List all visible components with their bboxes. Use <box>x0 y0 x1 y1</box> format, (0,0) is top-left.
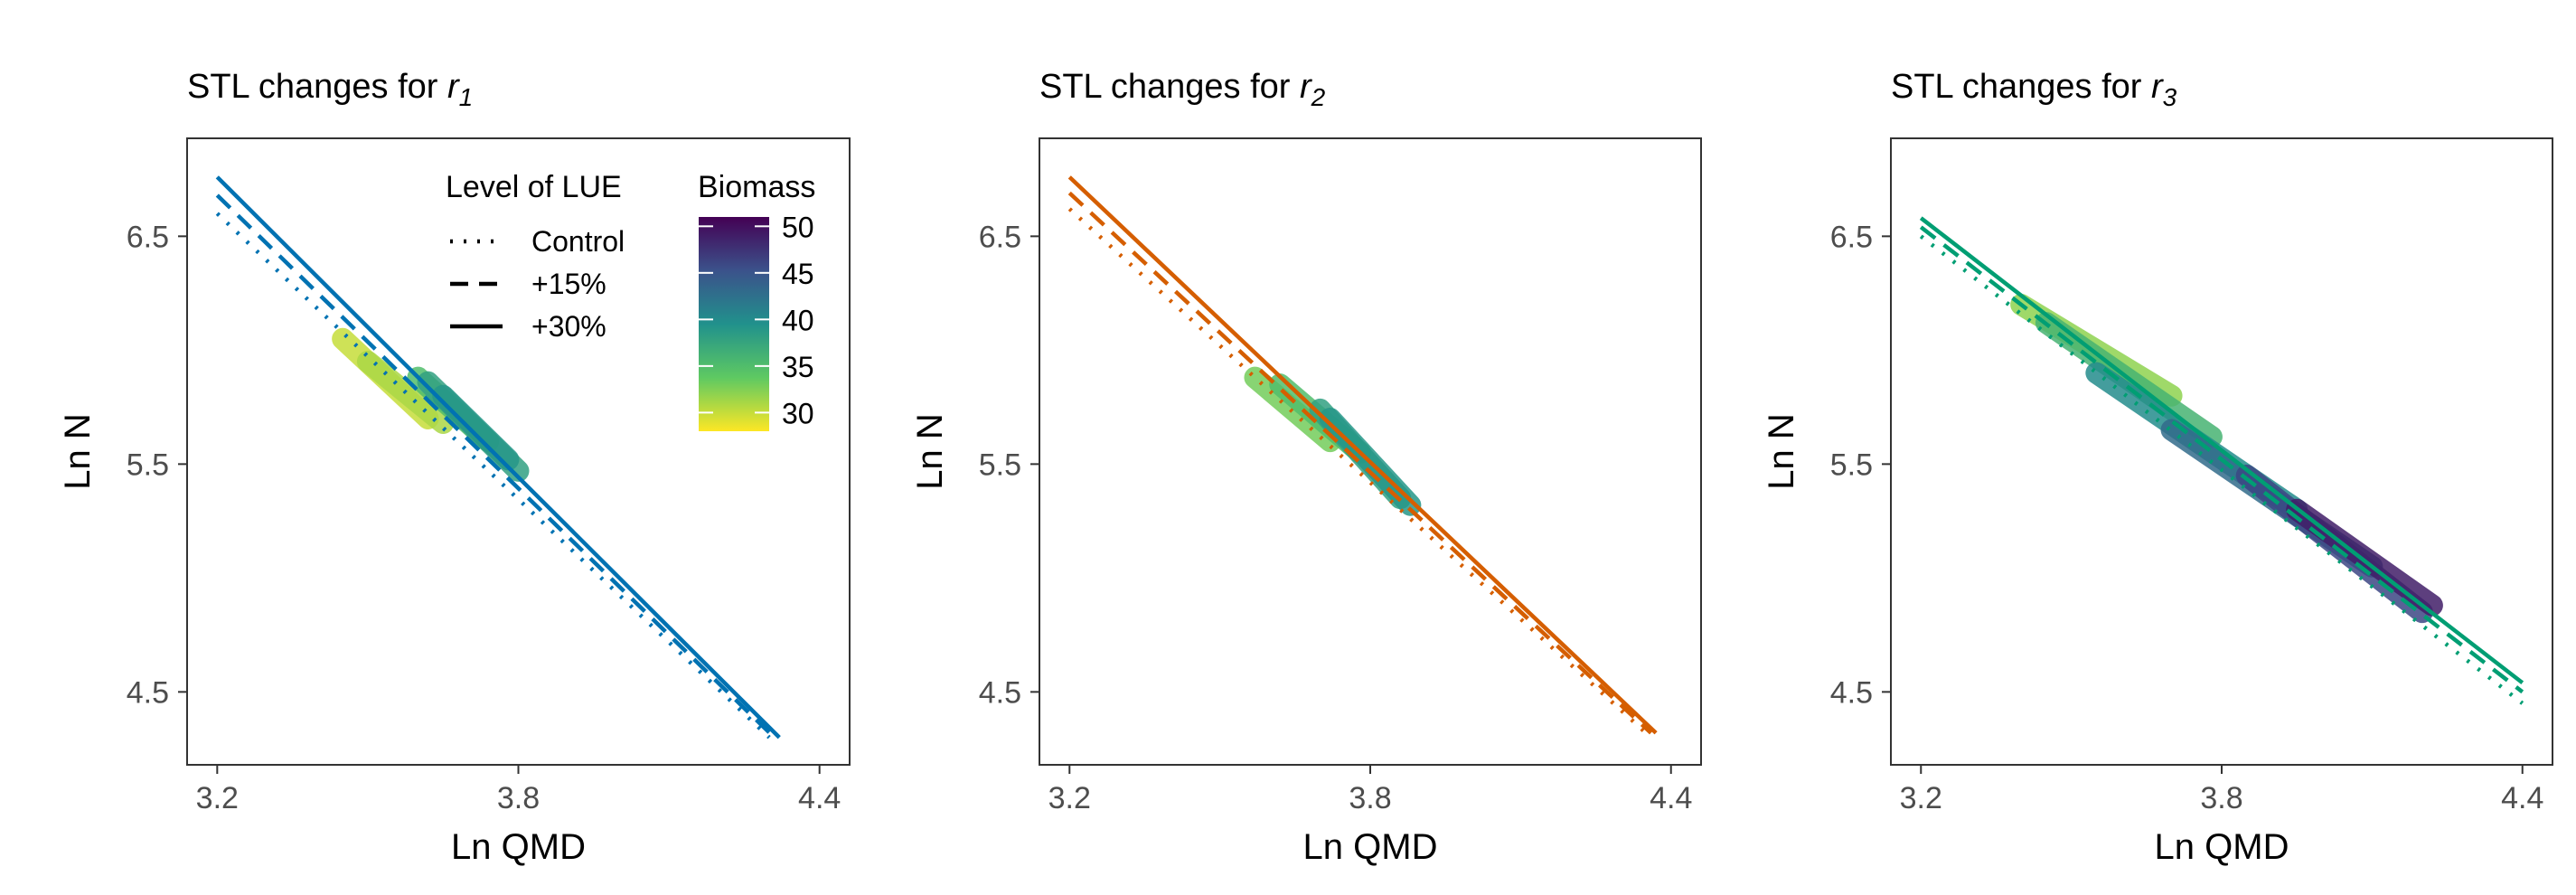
panel-1: STL changes for r1 3.2 3.8 4.4 4.5 5.5 6.5 Ln Q… <box>58 68 851 867</box>
panel-title-subscript: 2 <box>1311 83 1326 111</box>
colorbar-tick-label: 30 <box>782 397 814 429</box>
series-line-dashed <box>1067 191 1653 735</box>
x-tick-label: 4.4 <box>1650 781 1692 815</box>
panel-title: STL changes for r1 <box>187 68 473 111</box>
x-axis-title: Ln QMD <box>451 827 586 867</box>
x-tick-label: 4.4 <box>2501 781 2543 815</box>
panel-title-var: r <box>2151 68 2164 106</box>
panel-2: STL changes for r2 3.2 3.8 4.4 4.5 5.5 6.5 Ln Q… <box>910 68 1702 867</box>
x-axis-title: Ln QMD <box>1303 827 1438 867</box>
panel-title-subscript: 3 <box>2163 83 2177 111</box>
y-tick-label: 4.5 <box>127 675 169 710</box>
y-tick-label: 5.5 <box>1830 448 1873 482</box>
x-tick-label: 3.8 <box>2200 781 2242 815</box>
series-line-dashed <box>1919 225 2524 694</box>
x-tick-label: 3.8 <box>1349 781 1391 815</box>
legend-label: +30% <box>531 310 606 343</box>
series-line-dotted <box>1919 234 2524 705</box>
y-tick-label: 6.5 <box>1830 220 1873 254</box>
series-line-dashed <box>215 193 776 740</box>
x-tick-label: 3.2 <box>196 781 239 815</box>
panel-title-subscript: 1 <box>459 83 474 111</box>
y-tick-label: 4.5 <box>979 675 1021 710</box>
panel-title-var: r <box>447 68 460 106</box>
colorbar-legend: Biomass 50 45 40 35 30 <box>698 170 815 431</box>
colorbar <box>699 217 769 431</box>
panel-title: STL changes for r3 <box>1891 68 2177 111</box>
y-tick-label: 5.5 <box>127 448 169 482</box>
panel-title: STL changes for r2 <box>1039 68 1326 111</box>
linetype-legend: Level of LUE Control +15% +30% <box>446 170 625 343</box>
series-line-dotted <box>1067 207 1648 735</box>
series-line-solid <box>1919 216 2524 685</box>
series-line-solid <box>1067 175 1658 735</box>
panel-title-text: STL changes for <box>1891 68 2151 106</box>
colorbar-tick-label: 35 <box>782 351 814 383</box>
colorbar-tick-label: 45 <box>782 258 814 290</box>
panel-title-text: STL changes for <box>1039 68 1300 106</box>
y-tick-label: 4.5 <box>1830 675 1873 710</box>
legend-label: Control <box>531 225 625 258</box>
series-line-solid <box>215 175 781 740</box>
x-tick-label: 3.2 <box>1048 781 1091 815</box>
y-axis-title: Ln N <box>58 413 98 490</box>
panel-3: STL changes for r3 3.2 3.8 4.4 4.5 5.5 6.5 Ln Q… <box>1762 68 2553 867</box>
chart-panels: STL changes for r13.2 3.8 4.44.55.56.5Ln Q… <box>58 68 2553 867</box>
y-tick-label: 5.5 <box>979 448 1021 482</box>
x-axis-title: Ln QMD <box>2155 827 2289 867</box>
panel-title-var: r <box>1300 68 1312 106</box>
x-tick-label: 4.4 <box>798 781 841 815</box>
x-tick-label: 3.2 <box>1900 781 1942 815</box>
y-axis-title: Ln N <box>1762 413 1801 490</box>
y-tick-label: 6.5 <box>127 220 169 254</box>
y-axis-title: Ln N <box>910 413 950 490</box>
x-tick-label: 3.8 <box>497 781 540 815</box>
colorbar-tick-label: 50 <box>782 211 814 243</box>
legend-label: +15% <box>531 268 606 300</box>
linetype-legend-title: Level of LUE <box>446 170 622 204</box>
panel-title-text: STL changes for <box>187 68 447 106</box>
y-tick-label: 6.5 <box>979 220 1021 254</box>
colorbar-title: Biomass <box>698 170 815 204</box>
biomass-band-5 <box>432 384 520 471</box>
colorbar-tick-label: 40 <box>782 304 814 336</box>
series-line-dotted <box>215 212 771 740</box>
